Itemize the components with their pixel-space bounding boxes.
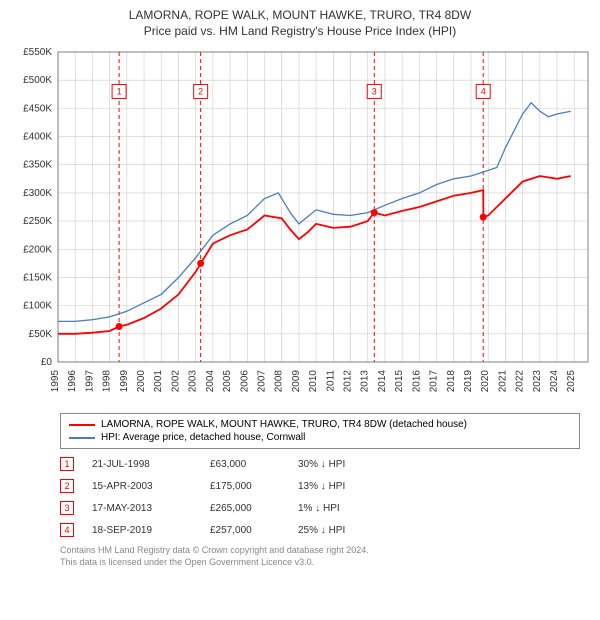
footer-line1: Contains HM Land Registry data © Crown c… [60, 545, 580, 557]
x-tick-label: 1998 [102, 370, 113, 393]
title-address: LAMORNA, ROPE WALK, MOUNT HAWKE, TRURO, … [10, 8, 590, 22]
x-tick-label: 2005 [222, 370, 233, 393]
x-tick-label: 2006 [239, 370, 250, 393]
y-tick-label: £50K [29, 329, 53, 340]
x-tick-label: 2008 [274, 370, 285, 393]
x-tick-label: 2014 [377, 370, 388, 393]
y-tick-label: £200K [23, 244, 52, 255]
sale-row-price: £265,000 [210, 503, 280, 514]
legend-label: HPI: Average price, detached house, Corn… [101, 432, 305, 443]
sale-row-num: 3 [60, 501, 74, 515]
y-tick-label: £500K [23, 75, 52, 86]
sale-row-num: 4 [60, 523, 74, 537]
x-tick-label: 2000 [136, 370, 147, 393]
sale-row-date: 18-SEP-2019 [92, 525, 192, 536]
x-tick-label: 2021 [497, 370, 508, 393]
x-tick-label: 2002 [170, 370, 181, 393]
sale-row-delta: 1% ↓ HPI [298, 503, 378, 514]
sale-marker-num: 1 [117, 86, 122, 96]
y-tick-label: £250K [23, 216, 52, 227]
y-tick-label: £550K [23, 47, 52, 58]
sale-row-price: £257,000 [210, 525, 280, 536]
x-tick-label: 2025 [566, 370, 577, 393]
x-tick-label: 2003 [188, 370, 199, 393]
legend-swatch [69, 437, 95, 439]
sale-dot [480, 214, 487, 221]
x-tick-label: 1997 [84, 370, 95, 393]
sale-row: 4 18-SEP-2019 £257,000 25% ↓ HPI [60, 519, 580, 541]
sale-row: 3 17-MAY-2013 £265,000 1% ↓ HPI [60, 497, 580, 519]
sale-dot [197, 260, 204, 267]
sale-row-price: £63,000 [210, 459, 280, 470]
footer-attribution: Contains HM Land Registry data © Crown c… [60, 545, 580, 568]
y-tick-label: £150K [23, 272, 52, 283]
legend-swatch [69, 424, 95, 426]
legend-item: LAMORNA, ROPE WALK, MOUNT HAWKE, TRURO, … [69, 418, 571, 431]
sale-row-num: 2 [60, 479, 74, 493]
x-tick-label: 2022 [515, 370, 526, 393]
x-tick-label: 1999 [119, 370, 130, 393]
x-tick-label: 2023 [532, 370, 543, 393]
x-tick-label: 2009 [291, 370, 302, 393]
x-tick-label: 2013 [360, 370, 371, 393]
x-tick-label: 2020 [480, 370, 491, 393]
sale-marker-num: 2 [198, 86, 203, 96]
sale-row-delta: 13% ↓ HPI [298, 481, 378, 492]
x-tick-label: 2017 [429, 370, 440, 393]
sales-table: 1 21-JUL-1998 £63,000 30% ↓ HPI 2 15-APR-2003… [60, 453, 580, 541]
sale-row: 2 15-APR-2003 £175,000 13% ↓ HPI [60, 475, 580, 497]
sale-row-date: 17-MAY-2013 [92, 503, 192, 514]
x-tick-label: 2015 [394, 370, 405, 393]
x-tick-label: 2012 [343, 370, 354, 393]
price-chart: £0 £50K £100K £150K £200K £250K £300K £350K £400… [0, 42, 600, 402]
x-tick-label: 2024 [549, 370, 560, 393]
legend-item: HPI: Average price, detached house, Corn… [69, 431, 571, 444]
x-tick-label: 2010 [308, 370, 319, 393]
x-tick-label: 2016 [411, 370, 422, 393]
x-tick-label: 2007 [256, 370, 267, 393]
sale-row-delta: 30% ↓ HPI [298, 459, 378, 470]
x-tick-label: 1995 [50, 370, 61, 393]
legend: LAMORNA, ROPE WALK, MOUNT HAWKE, TRURO, … [60, 413, 580, 449]
y-tick-label: £300K [23, 188, 52, 199]
x-tick-label: 2004 [205, 370, 216, 393]
y-tick-label: £0 [41, 357, 53, 368]
chart-titles: LAMORNA, ROPE WALK, MOUNT HAWKE, TRURO, … [0, 0, 600, 42]
y-tick-label: £450K [23, 103, 52, 114]
sale-marker-num: 4 [481, 86, 486, 96]
title-subtitle: Price paid vs. HM Land Registry's House … [10, 24, 590, 38]
x-tick-label: 2011 [325, 370, 336, 392]
sale-row: 1 21-JUL-1998 £63,000 30% ↓ HPI [60, 453, 580, 475]
sale-row-date: 21-JUL-1998 [92, 459, 192, 470]
sale-row-price: £175,000 [210, 481, 280, 492]
sale-dot [116, 323, 123, 330]
sale-row-num: 1 [60, 457, 74, 471]
y-tick-label: £350K [23, 160, 52, 171]
sale-marker-num: 3 [372, 86, 377, 96]
legend-label: LAMORNA, ROPE WALK, MOUNT HAWKE, TRURO, … [101, 419, 467, 430]
y-tick-label: £400K [23, 132, 52, 143]
y-tick-label: £100K [23, 301, 52, 312]
chart-area: £0 £50K £100K £150K £200K £250K £300K £350K £400… [0, 42, 600, 407]
x-tick-label: 2001 [153, 370, 164, 393]
x-tick-label: 2018 [446, 370, 457, 393]
sale-dot [371, 209, 378, 216]
sale-row-delta: 25% ↓ HPI [298, 525, 378, 536]
x-tick-label: 1996 [67, 370, 78, 393]
sale-row-date: 15-APR-2003 [92, 481, 192, 492]
footer-line2: This data is licensed under the Open Gov… [60, 557, 580, 569]
x-tick-label: 2019 [463, 370, 474, 393]
